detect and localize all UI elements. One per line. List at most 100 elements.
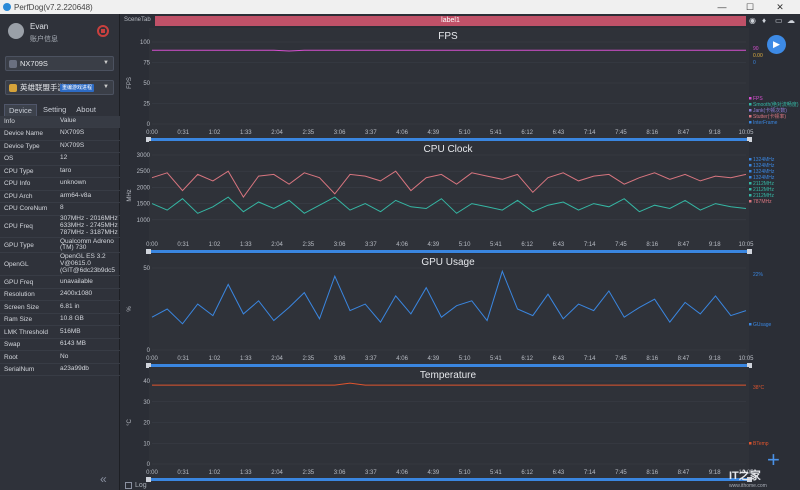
sidebar: Evan 账户信息 NX709S ▼ 英雄联盟手游 重编游戏进程 ▼ Devic… <box>0 14 120 490</box>
y-tick-label: 100 <box>140 40 151 46</box>
x-tick-label: 5:10 <box>459 356 471 362</box>
legend-swatch <box>749 176 752 179</box>
header-value: Value <box>60 117 77 125</box>
x-tick-label: 4:39 <box>428 470 440 476</box>
x-tick-label: 7:45 <box>615 242 627 248</box>
info-key: Swap <box>4 341 21 349</box>
collapse-sidebar-icon[interactable]: « <box>100 472 107 486</box>
info-value: 6.81 in <box>60 302 80 310</box>
log-toggle[interactable]: Log <box>125 482 147 489</box>
scrollbar-handle-right <box>747 137 752 142</box>
game-icon <box>9 84 17 92</box>
y-tick-label: 0 <box>147 462 151 468</box>
header-key: Info <box>4 118 15 125</box>
x-tick-label: 1:33 <box>240 356 252 362</box>
info-key: OS <box>4 155 14 163</box>
play-button[interactable]: ▶ <box>767 35 786 54</box>
x-tick-label: 8:16 <box>646 242 658 248</box>
info-value: unavailable <box>60 277 93 285</box>
x-tick-label: 8:47 <box>678 356 690 362</box>
folder-icon[interactable]: ▭ <box>775 16 783 25</box>
x-tick-label: 6:12 <box>521 130 533 136</box>
chart-panel <box>149 367 749 479</box>
app-select[interactable]: 英雄联盟手游 重编游戏进程 ▼ <box>5 80 114 95</box>
tab-device[interactable]: Device <box>4 104 37 116</box>
legend-entry: 787MHz <box>753 199 772 205</box>
tab-about[interactable]: About <box>76 105 96 114</box>
series-line-0 <box>152 49 746 52</box>
phone-icon <box>9 60 17 68</box>
maximize-button[interactable]: ☐ <box>745 2 755 12</box>
pin-icon[interactable]: ♦ <box>762 16 767 25</box>
app-badge[interactable]: 重编游戏进程 <box>60 84 95 92</box>
timeline-scrollbar <box>148 138 750 141</box>
x-tick-label: 8:16 <box>646 356 658 362</box>
y-tick-label: 25 <box>143 102 150 108</box>
table-row: CPU Type taro <box>0 166 120 178</box>
legend-swatch <box>749 121 752 124</box>
legend-entry: BTemp <box>753 441 769 447</box>
info-key: SerialNum <box>4 366 35 374</box>
x-tick-label: 5:10 <box>459 130 471 136</box>
table-row: Device Name NX709S <box>0 128 120 141</box>
x-tick-label: 3:37 <box>365 130 377 136</box>
info-value: a23a99db <box>60 365 89 373</box>
log-label: Log <box>135 482 147 489</box>
chart-panel <box>149 28 749 140</box>
cloud-icon[interactable]: ☁ <box>787 16 795 25</box>
x-tick-label: 4:06 <box>396 242 408 248</box>
location-icon[interactable]: ◉ <box>749 16 756 25</box>
x-tick-label: 8:47 <box>678 242 690 248</box>
x-tick-label: 6:43 <box>553 356 565 362</box>
chevron-down-icon: ▼ <box>103 60 109 66</box>
x-tick-label: 7:14 <box>584 130 596 136</box>
stop-record-button[interactable] <box>97 25 109 37</box>
scene-tab-label: SceneTab <box>124 17 151 23</box>
info-key: LMK Threshold <box>4 328 48 336</box>
legend-swatch <box>749 103 752 106</box>
series-line-0 <box>152 382 746 386</box>
table-row: OpenGL OpenGL ES 3.2 V@0615.0 (GIT@6dc23b… <box>0 253 120 277</box>
user-profile: Evan 账户信息 <box>0 14 120 50</box>
log-checkbox[interactable] <box>125 482 132 489</box>
x-tick-label: 9:18 <box>709 130 721 136</box>
series-line-0 <box>151 269 747 325</box>
scene-label-bar[interactable]: label1 <box>155 16 746 26</box>
x-tick-label: 0:31 <box>177 242 189 248</box>
x-tick-label: 0:31 <box>177 470 189 476</box>
info-value: 516MB <box>60 327 81 335</box>
y-tick-label: 75 <box>143 61 150 67</box>
info-key: CPU Info <box>4 180 31 188</box>
y-tick-label: 2500 <box>137 169 151 175</box>
device-select[interactable]: NX709S ▼ <box>5 56 114 71</box>
account-info-link[interactable]: 账户信息 <box>30 36 58 43</box>
info-value: 12 <box>60 154 68 162</box>
chart-panel <box>149 141 749 253</box>
sidebar-tabs: Device Setting About <box>4 104 102 116</box>
legend-swatch <box>749 158 752 161</box>
x-tick-label: 3:06 <box>334 130 346 136</box>
x-tick-label: 0:00 <box>146 470 158 476</box>
legend-entry: 1324MHz <box>753 163 775 169</box>
minimize-button[interactable]: — <box>717 2 727 12</box>
add-chart-button[interactable]: + <box>767 447 780 472</box>
x-tick-label: 3:37 <box>365 242 377 248</box>
x-tick-label: 8:16 <box>646 470 658 476</box>
readout-value: 0 <box>753 60 756 66</box>
avatar[interactable] <box>8 23 24 39</box>
x-tick-label: 3:37 <box>365 356 377 362</box>
table-row: LMK Threshold 516MB <box>0 326 120 339</box>
y-tick-label: 30 <box>143 400 150 406</box>
close-button[interactable]: ✕ <box>776 2 784 12</box>
info-key: CPU Freq <box>4 222 33 230</box>
tab-setting[interactable]: Setting <box>42 105 67 114</box>
x-tick-label: 1:33 <box>240 130 252 136</box>
user-name: Evan <box>30 22 49 31</box>
table-row: OS 12 <box>0 153 120 166</box>
table-row: GPU Type Qualcomm Adreno (TM) 730 <box>0 238 120 254</box>
info-value: OpenGL ES 3.2 V@0615.0 (GIT@6dc23b9dc5 <box>60 253 116 274</box>
info-key: OpenGL <box>4 260 29 268</box>
info-value: 6143 MB <box>60 340 87 348</box>
info-key: Device Name <box>4 130 44 138</box>
y-tick-label: 1500 <box>137 202 151 208</box>
